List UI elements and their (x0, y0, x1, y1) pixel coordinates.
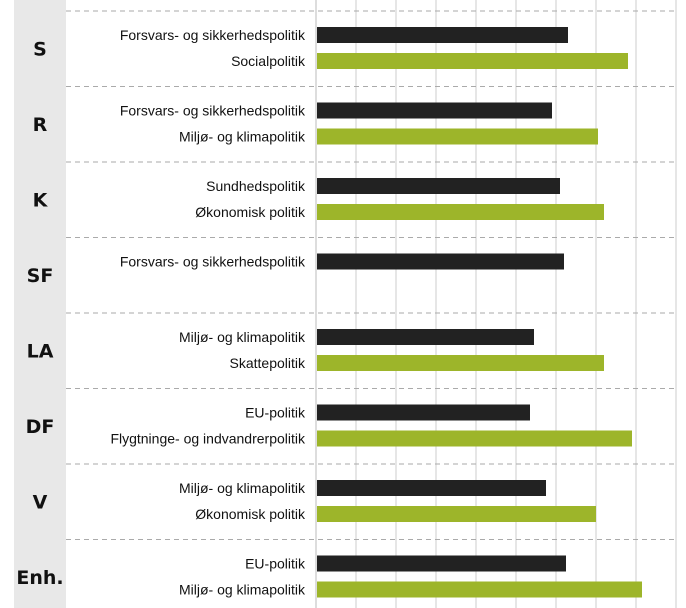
bar (317, 178, 560, 194)
category-label: Økonomisk politik (195, 506, 306, 522)
bar (317, 355, 604, 371)
category-label: Forsvars- og sikkerhedspolitik (120, 103, 306, 119)
category-label: Økonomisk politik (195, 204, 306, 220)
category-label: EU-politik (245, 556, 306, 572)
party-label: S (33, 39, 47, 61)
party-label: DF (26, 416, 55, 438)
party-label: V (33, 492, 48, 514)
category-label: Skattepolitik (230, 355, 306, 371)
category-label: Miljø- og klimapolitik (179, 582, 306, 598)
bar (317, 204, 604, 220)
category-label: Flygtninge- og indvandrerpolitik (110, 431, 306, 447)
category-label: EU-politik (245, 405, 306, 421)
category-label: Miljø- og klimapolitik (179, 480, 306, 496)
category-label: Socialpolitik (231, 53, 306, 69)
party-label: K (33, 190, 49, 212)
bar (317, 581, 642, 598)
bar (317, 102, 552, 119)
category-label: Sundhedspolitik (206, 178, 306, 194)
party-label-band (14, 0, 66, 608)
bar (317, 430, 632, 447)
category-label: Miljø- og klimapolitik (179, 329, 306, 345)
bar (317, 480, 546, 496)
bar (317, 128, 598, 145)
bar (317, 253, 564, 270)
bar (317, 329, 534, 345)
bar (317, 404, 530, 421)
party-label: R (33, 114, 48, 136)
category-label: Miljø- og klimapolitik (179, 129, 306, 145)
party-label: LA (27, 341, 54, 363)
party-label: SF (27, 265, 54, 287)
bar (317, 27, 568, 43)
bar (317, 506, 596, 522)
bar (317, 53, 628, 69)
category-label: Forsvars- og sikkerhedspolitik (120, 27, 306, 43)
bar (317, 555, 566, 572)
party-label: Enh. (16, 567, 63, 589)
category-label: Forsvars- og sikkerhedspolitik (120, 254, 306, 270)
